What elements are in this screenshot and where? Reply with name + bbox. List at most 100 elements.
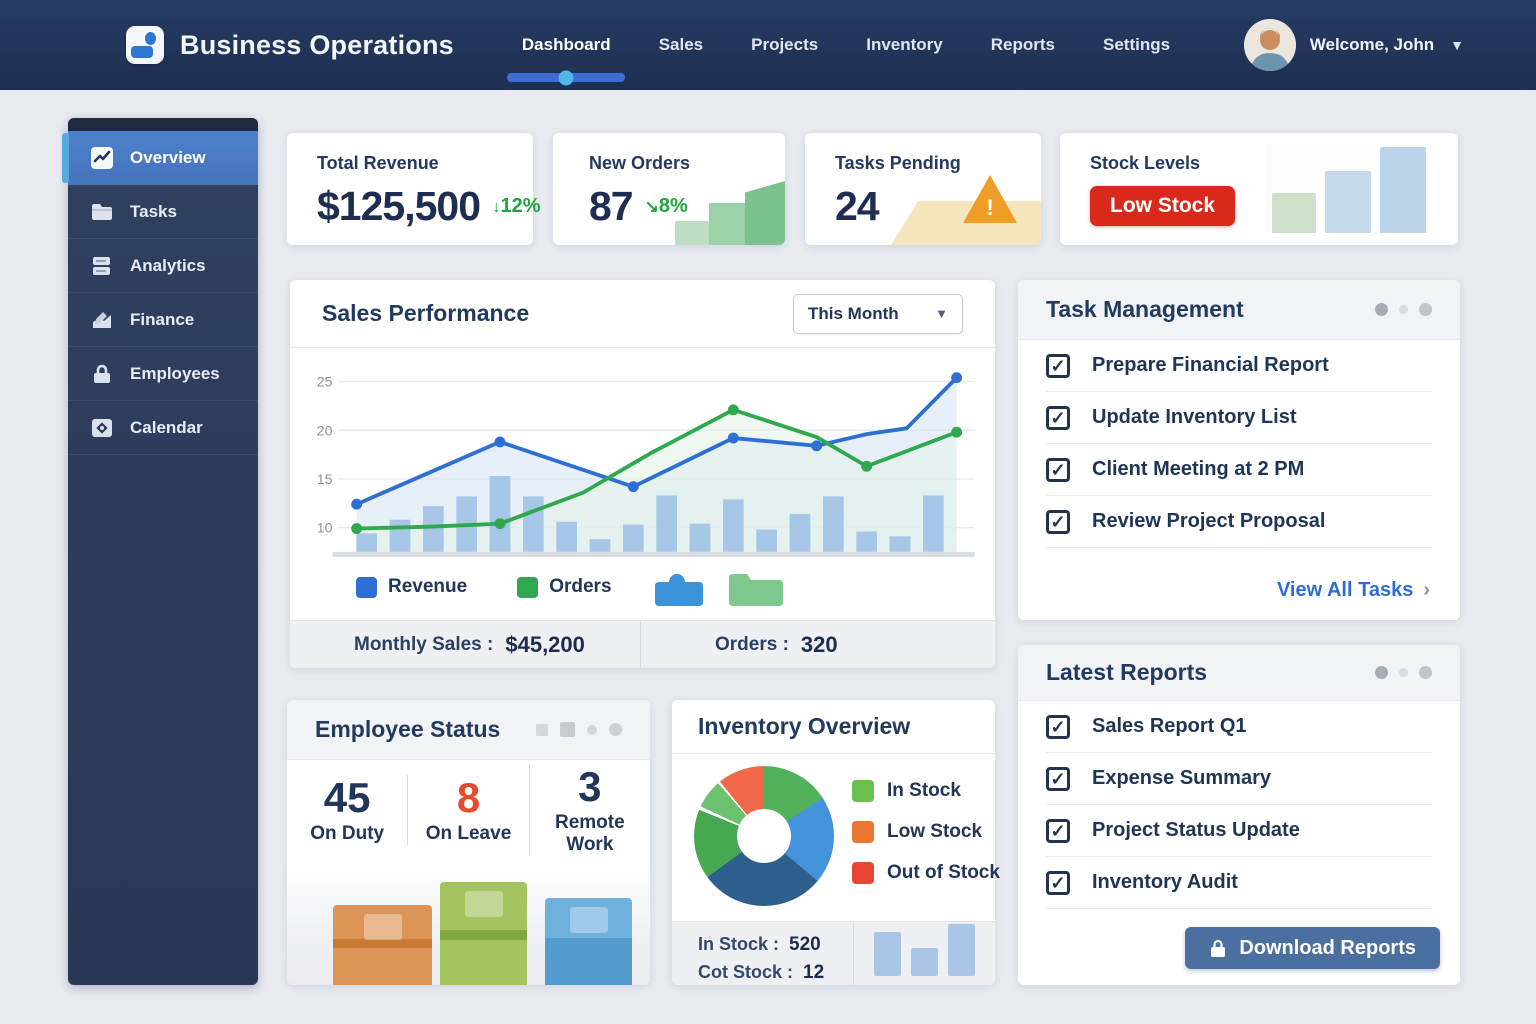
sales-summary-footer: Monthly Sales : $45,200 Orders : 320 [290,620,995,668]
out-of-stock-swatch [852,862,874,884]
sidebar-item-finance[interactable]: Finance [68,293,258,347]
sidebar-item-label: Overview [130,148,206,167]
sidebar-item-calendar[interactable]: Calendar [68,401,258,455]
orders-value: 87 [589,183,634,229]
panel-menu-dots [536,722,622,737]
report-checkbox[interactable]: ✓ [1046,870,1070,895]
nav-dashboard[interactable]: Dashboard [507,27,626,85]
remote-work-stat: 3 Remote Work [528,763,650,857]
inventory-mini-bar-chart [854,922,995,985]
report-checkbox[interactable]: ✓ [1046,766,1070,791]
sidebar-item-analytics[interactable]: Analytics [68,239,258,293]
sidebar-item-tasks[interactable]: Tasks [68,185,258,239]
report-item: ✓ Inventory Audit [1046,857,1432,909]
revenue-value: $125,500 [317,183,481,229]
employee-stats-row: 45 On Duty 8 On Leave 3 Remote Work [287,760,650,860]
download-reports-button[interactable]: Download Reports [1185,927,1440,969]
chevron-down-icon[interactable]: ▼ [1450,37,1464,53]
total-revenue-card: Total Revenue $125,500 ↓12% [287,133,541,245]
report-item: ✓ Project Status Update [1046,805,1432,857]
sidebar-item-label: Finance [130,309,195,329]
task-checkbox[interactable]: ✓ [1046,353,1070,378]
app-logo-icon [126,26,164,64]
svg-text:10: 10 [317,520,333,536]
stock-mini-bar-chart [1266,143,1432,233]
arrow-down-icon: ↓ [492,197,501,216]
task-item: ✓ Client Meeting at 2 PM [1046,444,1432,496]
top-navigation-bar: Business Operations Dashboard Sales Proj… [0,0,1536,90]
task-item: ✓ Update Inventory List [1046,392,1432,444]
sidebar-item-label: Employees [130,363,220,383]
lock-icon [1211,939,1226,957]
nav-inventory[interactable]: Inventory [866,35,943,54]
employee-status-panel: Employee Status 45 On Duty 8 On Leave 3 … [287,700,650,985]
sidebar-item-employees[interactable]: Employees [68,347,258,401]
legend-orders: Orders [517,576,612,598]
app-logo: Business Operations [126,26,454,64]
nav-sales[interactable]: Sales [658,35,704,54]
green-box-figure [440,882,527,985]
panel-title: Inventory Overview [698,713,911,739]
report-item: ✓ Sales Report Q1 [1046,701,1432,753]
orders-delta: ↘8% [644,195,688,217]
low-stock-swatch [852,821,874,843]
sales-performance-panel: Sales Performance This Month ▼ 10 15 20 25 … [290,280,995,668]
panel-menu-dots [1375,666,1432,679]
sidebar: Overview Tasks Analytics Finance Employe… [62,118,258,985]
task-management-panel: Task Management ✓ Prepare Financial Repo… [1018,280,1460,620]
orange-box-figure [333,905,432,985]
legend-low-stock: Low Stock [852,821,1000,843]
nav-settings[interactable]: Settings [1102,35,1171,54]
growth-steps-decoration [675,179,785,245]
new-orders-card: New Orders 87 ↘8% [553,133,785,245]
legend-in-stock: In Stock [852,780,1000,802]
report-checkbox[interactable]: ✓ [1046,818,1070,843]
view-all-tasks-link[interactable]: View All Tasks › [1276,579,1430,601]
legend-out-of-stock: Out of Stock [852,862,1000,884]
welcome-text: Welcome, John [1309,35,1435,54]
period-filter-dropdown[interactable]: This Month ▼ [793,293,963,334]
report-checkbox[interactable]: ✓ [1046,714,1070,739]
pencil-chart-icon [93,311,111,328]
card-title: Tasks Pending [835,153,961,173]
folder-glyphs-decoration [653,570,785,606]
nav-reports[interactable]: Reports [990,35,1055,54]
folder-icon [92,203,112,220]
card-title: Total Revenue [317,153,439,173]
inventory-overview-panel: Inventory Overview In Stock Low Stock Ou… [672,700,1000,985]
nav-projects[interactable]: Projects [751,35,819,54]
inventory-legend: In Stock Low Stock Out of Stock [852,780,1000,884]
card-title: Stock Levels [1090,153,1201,173]
panel-title: Employee Status [315,716,501,742]
active-tab-indicator [507,70,626,85]
documents-icon [93,256,110,275]
orders-swatch [517,576,539,598]
blue-box-figure [545,898,632,985]
task-item: ✓ Prepare Financial Report [1046,340,1432,392]
task-checkbox[interactable]: ✓ [1046,457,1070,482]
revenue-swatch [356,576,377,598]
legend-revenue: Revenue [356,576,467,598]
chart-legend: Revenue Orders [356,568,995,606]
card-title: New Orders [589,153,691,173]
wedge-decoration [891,201,1041,245]
panel-title: Sales Performance [322,300,530,326]
avatar[interactable] [1243,19,1296,71]
employee-boxes-decoration [287,863,650,985]
user-menu[interactable]: Welcome, John ▼ [1243,19,1464,71]
sidebar-item-overview[interactable]: Overview [62,131,258,185]
calendar-icon [92,418,112,437]
main-nav: Dashboard Sales Projects Inventory Repor… [507,27,1172,85]
task-checkbox[interactable]: ✓ [1046,509,1070,534]
revenue-delta: ↓12% [492,195,541,217]
panel-title: Task Management [1046,296,1244,322]
in-stock-swatch [852,780,874,802]
task-checkbox[interactable]: ✓ [1046,405,1070,430]
stock-levels-card: Stock Levels Low Stock [1060,133,1458,245]
app-title: Business Operations [180,29,454,60]
inventory-donut [694,766,834,906]
blue-folder-icon [655,574,703,606]
latest-reports-panel: Latest Reports ✓ Sales Report Q1 ✓ Expen… [1018,645,1460,985]
svg-text:20: 20 [317,422,333,438]
tasks-pending-value: 24 [835,183,880,229]
